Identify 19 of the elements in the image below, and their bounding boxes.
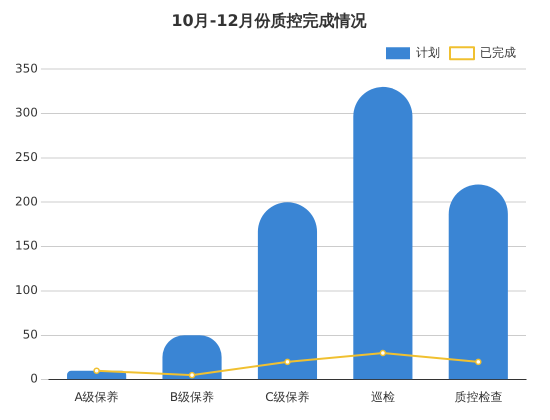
y-tick-label: 200 bbox=[15, 194, 38, 208]
chart-title: 10月-12月份质控完成情况 bbox=[171, 10, 368, 30]
y-tick-label: 50 bbox=[22, 327, 38, 342]
bar bbox=[448, 184, 508, 380]
y-tick-label: 300 bbox=[15, 106, 38, 120]
y-tick-label: 250 bbox=[15, 150, 38, 164]
legend-label: 计划 bbox=[416, 45, 440, 60]
y-tick-label: 150 bbox=[15, 238, 38, 253]
legend-label: 已完成 bbox=[480, 45, 516, 60]
bar bbox=[353, 86, 412, 380]
x-tick-label: C级保养 bbox=[265, 390, 310, 404]
y-tick-label: 0 bbox=[30, 372, 38, 386]
y-tick-label: 350 bbox=[15, 61, 38, 76]
x-tick-label: 质控检查 bbox=[454, 390, 502, 404]
x-tick-label: 巡检 bbox=[370, 390, 395, 404]
y-tick-label: 100 bbox=[15, 283, 38, 298]
bar bbox=[258, 202, 318, 380]
x-tick-label: B级保养 bbox=[170, 390, 214, 404]
x-tick-label: A级保养 bbox=[74, 390, 119, 404]
